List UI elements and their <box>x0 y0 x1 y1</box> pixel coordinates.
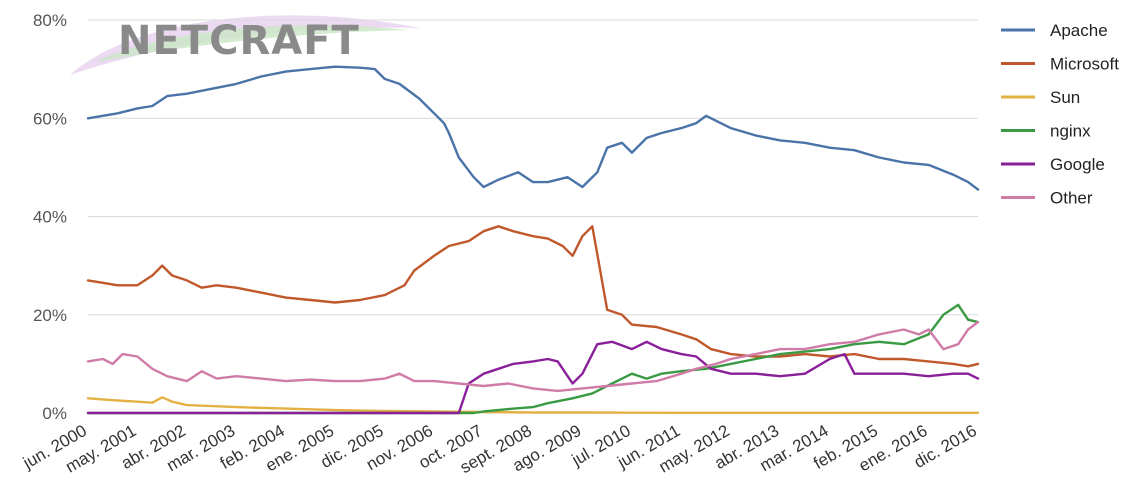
series-line-google <box>86 340 980 415</box>
legend: Apache Microsoft Sun nginx Google Other <box>1001 21 1119 208</box>
legend-label-other: Other <box>1050 189 1093 208</box>
legend-label-microsoft: Microsoft <box>1050 55 1119 74</box>
logo-swoosh-accent <box>95 25 410 62</box>
series-line-other <box>86 320 980 393</box>
y-axis-tick-labels: 0% 20% 40% 60% 80% <box>33 11 67 423</box>
y-tick-label: 20% <box>33 306 67 325</box>
series-line-sun <box>86 396 980 414</box>
y-tick-label: 40% <box>33 208 67 227</box>
series-lines <box>86 65 980 415</box>
series-line-apache <box>86 65 980 191</box>
y-tick-label: 60% <box>33 109 67 128</box>
legend-label-apache: Apache <box>1050 21 1108 40</box>
y-tick-label: 0% <box>42 404 67 423</box>
y-tick-label: 80% <box>33 11 67 30</box>
legend-label-sun: Sun <box>1050 88 1080 107</box>
legend-label-nginx: nginx <box>1050 122 1091 141</box>
series-line-nginx <box>86 303 980 415</box>
legend-label-google: Google <box>1050 155 1105 174</box>
logo-text: NETCRAFT <box>118 18 360 64</box>
logo-swoosh <box>70 15 420 75</box>
series-line-microsoft <box>86 225 980 368</box>
netcraft-logo: NETCRAFT <box>70 15 420 75</box>
